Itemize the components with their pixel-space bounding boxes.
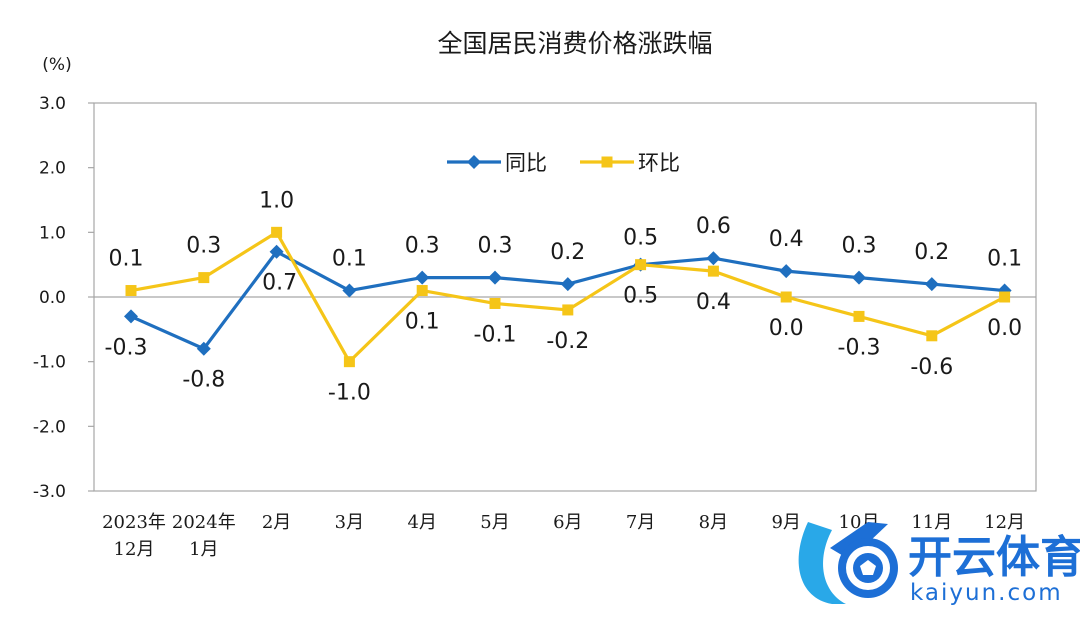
- data-point-mom: [999, 291, 1011, 303]
- x-tick-label: 12月: [114, 539, 155, 560]
- x-tick-label: 2月: [262, 512, 291, 533]
- data-label-mom: 0.1: [405, 310, 440, 335]
- data-point-mom: [562, 304, 574, 316]
- data-point-mom: [416, 285, 428, 297]
- data-point-yoy: [488, 270, 502, 285]
- data-point-yoy: [196, 341, 211, 356]
- data-label-mom: 0.5: [623, 226, 658, 251]
- legend-marker-yoy: [467, 155, 481, 169]
- data-point-mom: [926, 330, 938, 342]
- x-tick-label: 1月: [189, 539, 218, 560]
- data-label-yoy: 0.2: [550, 240, 585, 265]
- data-point-yoy: [924, 277, 939, 292]
- legend-label-mom: 环比: [638, 151, 680, 175]
- data-label-mom: -0.6: [910, 355, 953, 380]
- data-point-yoy: [852, 270, 866, 285]
- data-point-yoy: [415, 270, 430, 285]
- x-tick-label: 3月: [335, 512, 364, 533]
- x-tick-label: 9月: [771, 512, 800, 533]
- data-label-yoy: 0.1: [987, 247, 1022, 272]
- data-label-mom: -1.0: [328, 381, 371, 406]
- data-point-mom: [343, 356, 355, 368]
- data-point-mom: [125, 285, 137, 297]
- data-label-yoy: 0.5: [623, 284, 658, 309]
- data-label-yoy: -0.8: [182, 368, 225, 393]
- y-tick-label: 1.0: [39, 223, 66, 243]
- data-label-yoy: 0.6: [696, 214, 731, 239]
- data-label-mom: 1.0: [259, 188, 294, 213]
- y-axis-unit: (%): [42, 55, 71, 75]
- x-tick-label: 2023年: [102, 512, 166, 533]
- data-label-yoy: 0.3: [478, 234, 513, 259]
- data-point-mom: [198, 272, 210, 284]
- data-point-mom: [489, 297, 501, 309]
- x-tick-label: 11月: [911, 512, 952, 533]
- data-point-yoy: [779, 264, 794, 279]
- x-tick-label: 12月: [984, 512, 1025, 533]
- y-tick-label: 3.0: [39, 94, 66, 114]
- data-point-yoy: [124, 309, 138, 324]
- chart-title: 全国居民消费价格涨跌幅: [437, 29, 712, 58]
- data-point-mom: [271, 226, 283, 238]
- y-tick-label: -2.0: [33, 417, 66, 437]
- data-label-yoy: 0.3: [405, 234, 440, 259]
- data-point-mom: [707, 265, 719, 277]
- data-label-mom: 0.0: [769, 316, 804, 341]
- watermark-domain: kaiyun.com: [910, 580, 1063, 606]
- data-label-mom: 0.3: [186, 234, 221, 259]
- data-label-mom: 0.1: [109, 247, 144, 272]
- x-tick-label: 7月: [626, 512, 655, 533]
- y-axis: 3.0 2.0 1.0 0.0 -1.0 -2.0 -3.0: [33, 94, 1036, 502]
- y-tick-label: -3.0: [33, 482, 66, 502]
- data-label-mom: 0.4: [696, 290, 731, 315]
- legend-marker-mom: [601, 156, 613, 168]
- data-label-mom: -0.1: [474, 322, 517, 347]
- data-labels: -0.3 -0.8 0.7 0.1 0.3 0.3 0.2 0.5 0.6 0.4 0.3 0.2 0.…: [105, 188, 1023, 405]
- data-label-yoy: 0.1: [332, 247, 367, 272]
- legend-label-yoy: 同比: [505, 151, 547, 175]
- data-label-mom: -0.3: [838, 335, 881, 360]
- data-label-mom: -0.2: [546, 329, 589, 354]
- x-tick-label: 5月: [480, 512, 509, 533]
- data-label-yoy: 0.7: [262, 271, 297, 296]
- x-tick-label: 2024年: [172, 512, 236, 533]
- legend: 同比 环比: [447, 151, 680, 175]
- data-point-mom: [780, 291, 792, 303]
- y-tick-label: -1.0: [33, 353, 66, 373]
- data-label-yoy: 0.4: [769, 227, 804, 252]
- data-label-mom: 0.0: [987, 316, 1022, 341]
- data-point-mom: [635, 259, 647, 271]
- data-point-yoy: [706, 251, 721, 266]
- watermark-logo-icon: [798, 522, 898, 604]
- data-point-mom: [853, 310, 865, 322]
- data-label-yoy: 0.3: [842, 234, 877, 259]
- data-point-yoy: [560, 277, 575, 292]
- data-point-yoy: [342, 283, 357, 298]
- x-tick-label: 6月: [553, 512, 582, 533]
- x-tick-label: 8月: [699, 512, 728, 533]
- x-tick-label: 4月: [407, 512, 436, 533]
- data-label-yoy: -0.3: [105, 335, 148, 360]
- y-tick-label: 0.0: [39, 288, 66, 308]
- series-group: [124, 226, 1012, 368]
- data-point-yoy: [269, 244, 284, 259]
- watermark-name: 开云体育: [908, 532, 1080, 583]
- watermark: 开云体育 kaiyun.com: [798, 522, 1080, 606]
- data-label-yoy: 0.2: [914, 240, 949, 265]
- y-tick-label: 2.0: [39, 159, 66, 179]
